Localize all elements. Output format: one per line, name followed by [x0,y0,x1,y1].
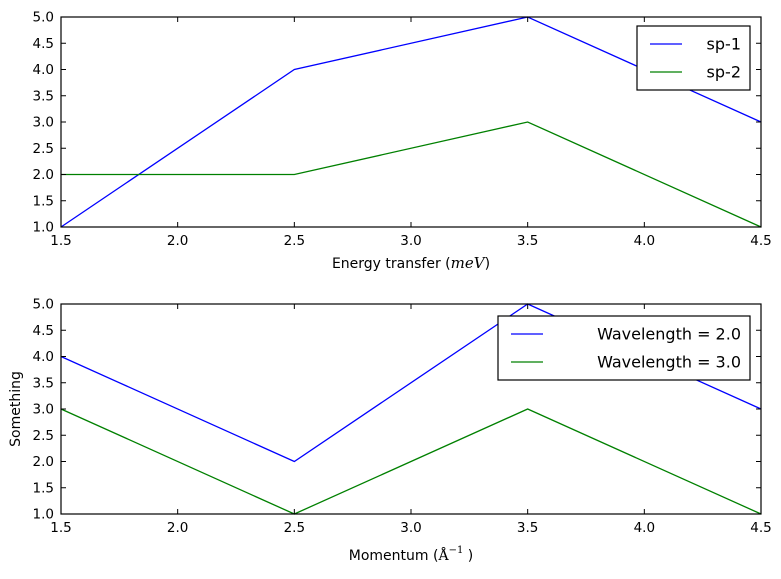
y-tick-label: 1.5 [33,480,54,496]
legend-box [636,25,751,91]
legend-box [497,315,751,381]
legend-label: sp-2 [707,63,741,82]
x-tick-label: 2.5 [284,233,305,249]
y-tick-label: 2.0 [33,167,54,183]
y-tick-label: 4.5 [33,323,54,339]
line-sp-2 [61,121,762,228]
x-tick-label: 2.0 [167,520,188,536]
y-tick-label: 1.5 [33,193,54,209]
x-tick-label: 1.5 [50,520,71,536]
legend-label: sp-1 [707,35,741,54]
y-tick-label: 3.5 [33,375,54,391]
energy-transfer-plot: 1.5 2.0 2.5 3.0 3.5 4.0 4.51.01.52.02.53.03.54… [33,10,772,273]
legend: sp-1 sp-2 [636,25,751,91]
x-tick-label: 3.5 [517,233,538,249]
x-tick-label: 2.5 [284,520,305,536]
y-tick-label: 3.0 [33,402,54,418]
y-tick-label: 5.0 [33,297,54,313]
line-wavelength-3-0 [60,408,762,515]
x-axis-label: Energy transfer (meV) [332,254,490,272]
x-tick-label: 4.0 [634,520,655,536]
y-axis-label: Something [8,371,24,447]
legend-label: Wavelength = 2.0 [597,325,741,344]
y-tick-label: 2.5 [33,428,54,444]
y-tick-label: 2.0 [33,454,54,470]
x-axis-label: Momentum (Å−1 ) [349,545,473,564]
x-tick-label: 3.5 [517,520,538,536]
y-tick-label: 4.0 [33,62,54,78]
y-tick-label: 3.5 [33,88,54,104]
x-tick-label: 2.0 [167,233,188,249]
x-tick-label: 3.0 [400,520,421,536]
legend: Wavelength = 2.0 Wavelength = 3.0 [497,315,751,381]
y-tick-label: 1.0 [33,220,54,236]
x-tick-label: 3.0 [400,233,421,249]
x-tick-label: 4.5 [750,520,771,536]
y-tick-label: 4.5 [33,36,54,52]
y-tick-label: 5.0 [33,10,54,26]
y-tick-label: 4.0 [33,349,54,365]
legend-label: Wavelength = 3.0 [597,353,741,372]
y-tick-label: 3.0 [33,115,54,131]
x-tick-label: 1.5 [50,233,71,249]
x-tick-label: 4.5 [750,233,771,249]
momentum-plot: 1.5 2.0 2.5 3.0 3.5 4.0 4.51.01.52.02.53.03.54… [8,297,772,565]
y-tick-label: 2.5 [33,141,54,157]
x-tick-label: 4.0 [634,233,655,249]
y-tick-label: 1.0 [33,507,54,523]
